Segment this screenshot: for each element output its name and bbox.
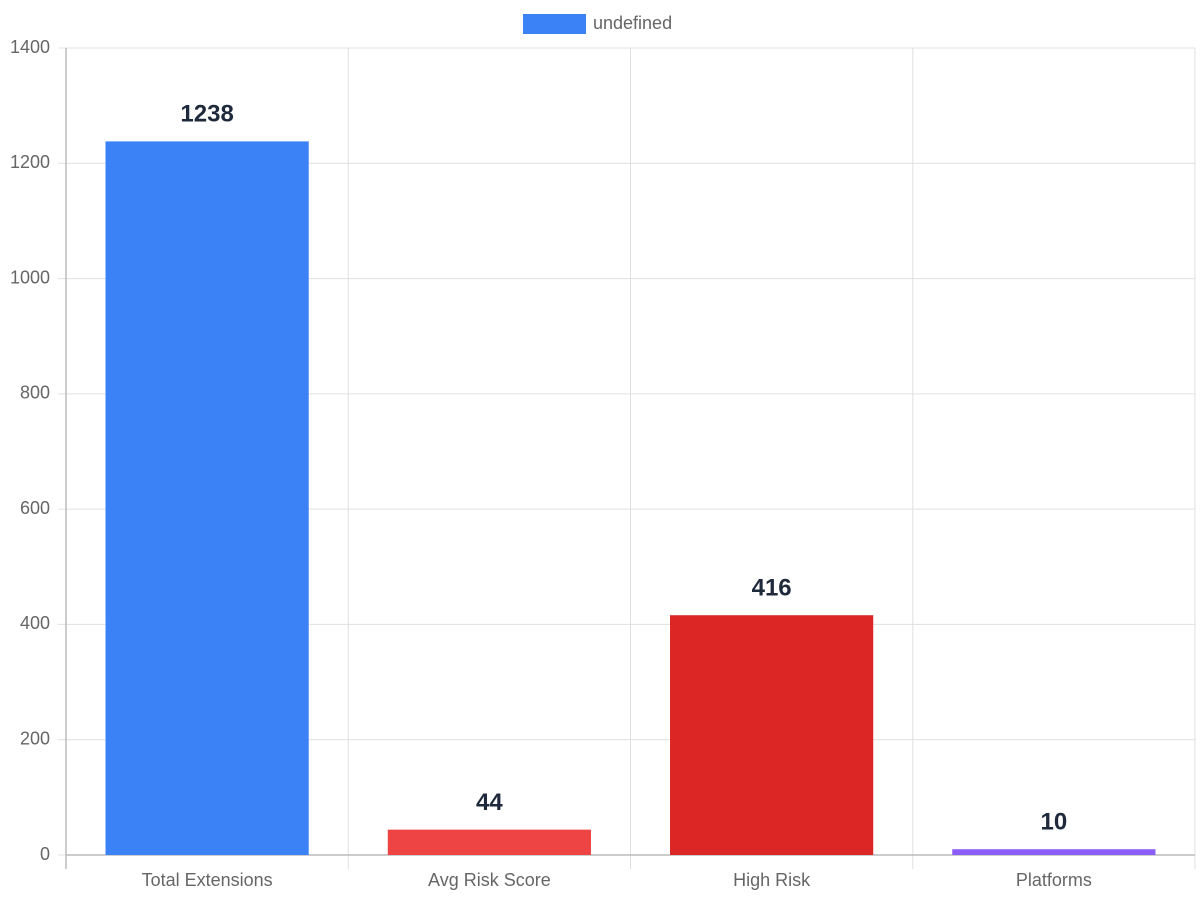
x-tick-label: Avg Risk Score [428, 870, 551, 890]
value-label: 416 [752, 575, 792, 602]
legend-label: undefined [593, 13, 672, 33]
x-tick-label: Platforms [1016, 870, 1092, 890]
value-label: 10 [1041, 809, 1068, 836]
y-tick-label: 0 [40, 844, 50, 864]
legend-swatch [523, 14, 586, 34]
y-tick-label: 1400 [10, 37, 50, 57]
value-label: 44 [476, 789, 503, 816]
bar [387, 829, 591, 855]
bar [952, 849, 1156, 855]
y-tick-label: 800 [20, 383, 50, 403]
y-tick-label: 1200 [10, 152, 50, 172]
y-tick-label: 400 [20, 613, 50, 633]
y-tick-label: 1000 [10, 267, 50, 287]
bar [670, 615, 874, 855]
y-tick-label: 200 [20, 728, 50, 748]
x-tick-label: Total Extensions [142, 870, 273, 890]
bar [105, 141, 309, 856]
y-tick-label: 600 [20, 498, 50, 518]
value-label: 1238 [180, 101, 233, 128]
x-tick-label: High Risk [733, 870, 811, 890]
